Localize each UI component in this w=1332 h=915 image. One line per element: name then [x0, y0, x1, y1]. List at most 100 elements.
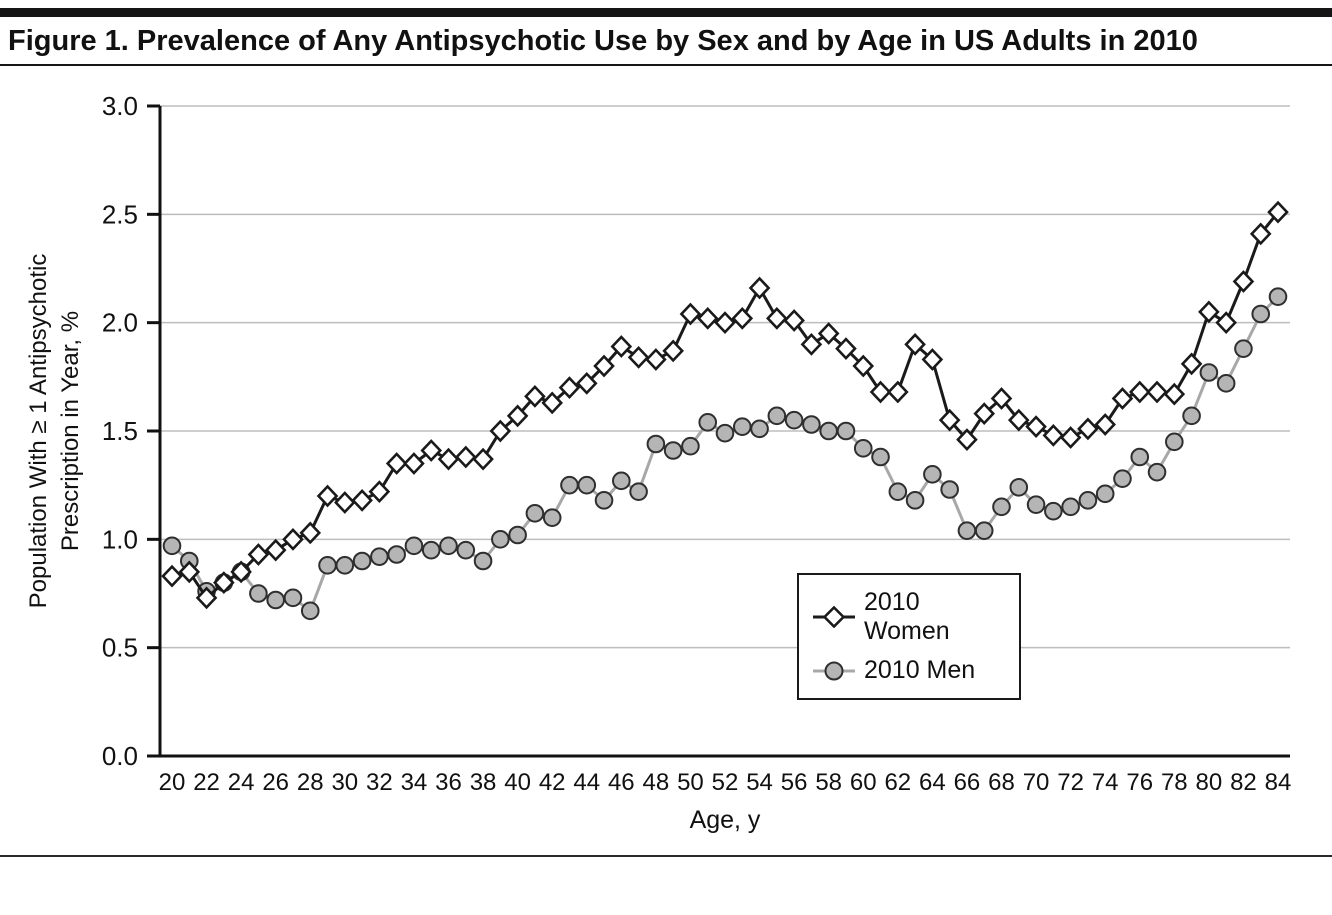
- men-data-point: [162, 536, 182, 556]
- men-data-point: [525, 504, 545, 524]
- axes: 0.0 0.5 1.0 1.5 2.0 2.5 3.0 20 22 24 26 28 30 32 34 36 3…: [102, 91, 1292, 796]
- x-tick-label: 70: [1023, 769, 1050, 796]
- x-tick-label: 52: [712, 769, 739, 796]
- men-data-point: [283, 588, 303, 608]
- men-data-point: [318, 556, 337, 576]
- women-data-point: [351, 489, 373, 513]
- women-data-point: [454, 445, 477, 469]
- x-tick-label: 58: [815, 769, 842, 796]
- women-data-point: [368, 480, 391, 504]
- top-rule: [0, 8, 1332, 17]
- figure-page: Figure 1. Prevalence of Any Antipsychoti…: [0, 8, 1332, 858]
- women-data-point: [316, 484, 339, 508]
- women-data-point: [403, 452, 425, 476]
- men-data-point: [1026, 495, 1046, 515]
- men-data-point: [594, 491, 614, 511]
- x-tick-label: 46: [608, 769, 635, 796]
- men-data-point: [1147, 463, 1167, 482]
- women-data-point: [195, 586, 218, 610]
- men-data-point: [387, 545, 406, 565]
- women-data-point: [1077, 417, 1099, 441]
- women-data-point: [334, 491, 356, 515]
- men-data-point: [923, 465, 942, 485]
- x-tick-label: 62: [884, 769, 911, 796]
- women-data-point: [1180, 352, 1203, 376]
- men-data-point: [646, 435, 666, 454]
- x-tick-label: 26: [262, 769, 289, 796]
- legend-item-men: 2010 Men: [813, 656, 1005, 685]
- men-data-point: [802, 415, 821, 435]
- chart-area: 0.0 0.5 1.0 1.5 2.0 2.5 3.0 20 22 24 26 28 30 32 34 36 3…: [0, 66, 1332, 841]
- x-tick-label: 60: [850, 769, 877, 796]
- women-data-point: [887, 380, 909, 404]
- men-data-point: [1095, 484, 1115, 504]
- men-data-point: [266, 591, 285, 610]
- women-data-point: [1215, 311, 1237, 335]
- women-data-point: [714, 311, 736, 335]
- x-tick-label: 38: [470, 769, 497, 796]
- men-data-point: [542, 508, 562, 528]
- x-tick-label: 20: [159, 769, 186, 796]
- women-data-point: [593, 354, 615, 378]
- legend-label-men: 2010 Men: [864, 656, 976, 685]
- men-circle-marker-icon: [813, 661, 855, 681]
- women-data-point: [247, 543, 270, 567]
- women-data-point: [662, 339, 684, 363]
- men-data-point: [249, 584, 268, 604]
- x-tick-label: 34: [401, 769, 428, 796]
- women-data-point: [472, 448, 494, 471]
- men-data-point: [1182, 406, 1201, 426]
- men-series: [162, 287, 1288, 621]
- y-tick-label: 2.5: [102, 200, 138, 230]
- women-data-point: [748, 276, 771, 300]
- women-data-point: [696, 307, 719, 331]
- women-data-point: [731, 307, 754, 331]
- women-data-point: [610, 335, 633, 359]
- men-data-point: [974, 521, 994, 541]
- women-data-point: [1128, 380, 1151, 404]
- men-data-point: [1234, 339, 1253, 359]
- men-data-point: [491, 530, 510, 550]
- men-data-point: [404, 536, 424, 556]
- men-data-point: [1078, 491, 1098, 511]
- men-data-point: [836, 422, 856, 441]
- men-data-point: [577, 476, 597, 495]
- x-tick-label: 76: [1126, 769, 1153, 796]
- women-data-point: [679, 302, 702, 326]
- x-tick-label: 78: [1161, 769, 1188, 796]
- women-data-point: [541, 391, 563, 415]
- x-tick-label: 66: [954, 769, 981, 796]
- women-series: [161, 201, 1289, 610]
- x-tick-label: 42: [539, 769, 566, 796]
- legend: 2010 Women 2010 Men: [797, 573, 1021, 701]
- men-data-point: [1199, 363, 1219, 383]
- y-tick-label: 0.0: [102, 741, 138, 771]
- men-data-point: [1268, 287, 1288, 307]
- men-data-point: [663, 441, 683, 461]
- women-data-point: [437, 448, 460, 471]
- women-data-point: [1111, 387, 1134, 411]
- men-data-point: [940, 480, 959, 500]
- x-tick-label: 28: [297, 769, 324, 796]
- women-data-point: [766, 307, 788, 331]
- x-tick-label: 54: [746, 769, 773, 796]
- x-tick-label: 40: [504, 769, 531, 796]
- men-data-point: [1251, 305, 1271, 324]
- x-tick-label: 22: [193, 769, 220, 796]
- women-data-point: [489, 419, 512, 443]
- men-data-point: [421, 541, 441, 560]
- men-data-point: [456, 541, 476, 560]
- women-data-point: [956, 428, 978, 452]
- women-data-point: [299, 521, 322, 545]
- women-data-point: [178, 560, 201, 584]
- women-data-point: [230, 560, 252, 584]
- women-data-point: [835, 337, 857, 361]
- men-data-point: [992, 497, 1011, 517]
- women-data-point: [1094, 413, 1116, 437]
- men-data-point: [352, 552, 372, 571]
- women-data-point: [524, 385, 546, 409]
- x-tick-label: 44: [573, 769, 600, 796]
- women-data-point: [282, 528, 304, 552]
- men-data-point: [888, 482, 908, 502]
- women-data-point: [938, 409, 961, 432]
